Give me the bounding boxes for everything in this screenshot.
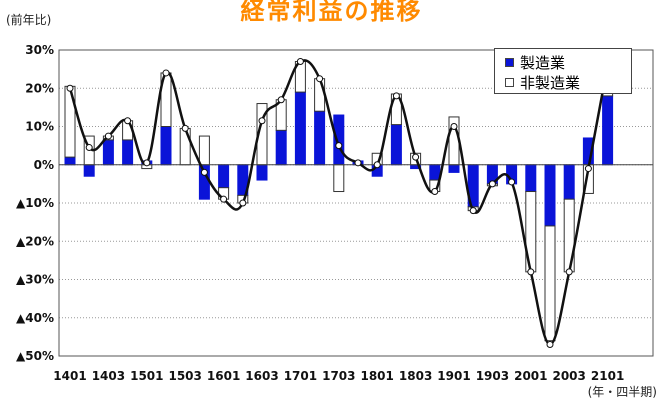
bar-non-manufacturing bbox=[179, 127, 191, 166]
x-tick-label: 1703 bbox=[322, 369, 355, 383]
bar-manufacturing bbox=[448, 164, 460, 173]
bar-non-manufacturing bbox=[314, 78, 326, 112]
point-total bbox=[200, 168, 208, 176]
bar-manufacturing bbox=[122, 139, 134, 166]
point-total bbox=[508, 178, 516, 186]
x-tick-label: 1701 bbox=[284, 369, 317, 383]
point-total bbox=[527, 268, 535, 276]
point-total bbox=[162, 69, 170, 77]
point-total bbox=[584, 165, 592, 173]
point-total bbox=[450, 123, 458, 130]
point-total bbox=[220, 195, 228, 203]
legend-label-manufacturing: 製造業 bbox=[520, 54, 566, 72]
bar-manufacturing bbox=[102, 139, 114, 166]
x-tick-label: 1501 bbox=[130, 369, 163, 383]
point-total bbox=[412, 153, 420, 161]
bar-manufacturing bbox=[314, 110, 326, 166]
bar-manufacturing bbox=[333, 114, 345, 166]
point-total bbox=[104, 132, 112, 140]
point-total bbox=[469, 207, 477, 215]
bar-manufacturing bbox=[390, 124, 402, 166]
point-total bbox=[316, 75, 324, 83]
y-axis-unit: (前年比) bbox=[6, 13, 52, 27]
point-total bbox=[66, 84, 74, 92]
bar-non-manufacturing bbox=[333, 164, 345, 193]
bar-non-manufacturing bbox=[544, 225, 556, 342]
bar-manufacturing bbox=[160, 126, 172, 166]
x-tick-label: 1401 bbox=[53, 369, 86, 383]
bar-manufacturing bbox=[602, 95, 614, 166]
y-tick-label: 0% bbox=[34, 158, 54, 172]
y-tick-label: ▲20% bbox=[16, 234, 54, 248]
point-total bbox=[181, 124, 189, 132]
line-total bbox=[68, 59, 609, 346]
point-total bbox=[296, 57, 304, 65]
point-total bbox=[565, 268, 573, 276]
x-tick-label: 1803 bbox=[399, 369, 432, 383]
point-total bbox=[277, 96, 285, 104]
plot-frame bbox=[58, 49, 654, 357]
y-tick-label: 30% bbox=[25, 43, 54, 57]
bar-non-manufacturing bbox=[198, 135, 210, 166]
legend-swatch-manufacturing bbox=[505, 58, 514, 67]
point-total bbox=[354, 159, 362, 167]
legend: 製造業 非製造業 bbox=[494, 48, 632, 94]
bar-manufacturing bbox=[64, 156, 76, 166]
x-tick-label: 1901 bbox=[437, 369, 470, 383]
point-total bbox=[239, 199, 247, 207]
point-total bbox=[546, 341, 554, 349]
y-tick-label: ▲30% bbox=[16, 273, 54, 287]
y-tick-label: 20% bbox=[25, 81, 54, 95]
point-total bbox=[143, 159, 151, 167]
bar-manufacturing bbox=[294, 91, 306, 166]
chart-title: 経常利益の推移 bbox=[240, 0, 423, 25]
y-tick-label: 10% bbox=[25, 120, 54, 134]
point-total bbox=[488, 180, 496, 188]
point-total bbox=[335, 142, 343, 150]
point-total bbox=[85, 144, 93, 152]
x-tick-label: 2101 bbox=[591, 369, 624, 383]
y-tick-label: ▲50% bbox=[16, 349, 54, 363]
bar-manufacturing bbox=[256, 164, 268, 181]
point-total bbox=[373, 161, 381, 169]
bar-manufacturing bbox=[83, 164, 95, 177]
point-total bbox=[258, 117, 266, 125]
x-tick-label: 1601 bbox=[207, 369, 240, 383]
y-tick-label: ▲40% bbox=[16, 311, 54, 325]
bar-manufacturing bbox=[563, 164, 575, 200]
legend-label-non-manufacturing: 非製造業 bbox=[520, 74, 581, 92]
x-tick-label: 1403 bbox=[92, 369, 125, 383]
point-total bbox=[392, 92, 400, 100]
x-tick-label: 2001 bbox=[514, 369, 547, 383]
bar-manufacturing bbox=[429, 164, 441, 181]
bar-manufacturing bbox=[218, 164, 230, 189]
bar-manufacturing bbox=[275, 129, 287, 166]
point-total bbox=[124, 117, 132, 125]
point-total bbox=[431, 188, 439, 196]
x-tick-label: 2003 bbox=[552, 369, 585, 383]
x-tick-label: 1503 bbox=[168, 369, 201, 383]
y-tick-label: ▲10% bbox=[16, 196, 54, 210]
x-tick-label: 1801 bbox=[360, 369, 393, 383]
bar-manufacturing bbox=[525, 164, 537, 193]
legend-item-non-manufacturing: 非製造業 bbox=[505, 72, 580, 93]
bar-manufacturing bbox=[544, 164, 556, 227]
legend-swatch-non-manufacturing bbox=[505, 78, 514, 87]
x-tick-label: 1903 bbox=[476, 369, 509, 383]
legend-item-manufacturing: 製造業 bbox=[505, 52, 565, 73]
x-axis-unit: (年・四半期) bbox=[587, 385, 657, 399]
x-tick-label: 1603 bbox=[245, 369, 278, 383]
